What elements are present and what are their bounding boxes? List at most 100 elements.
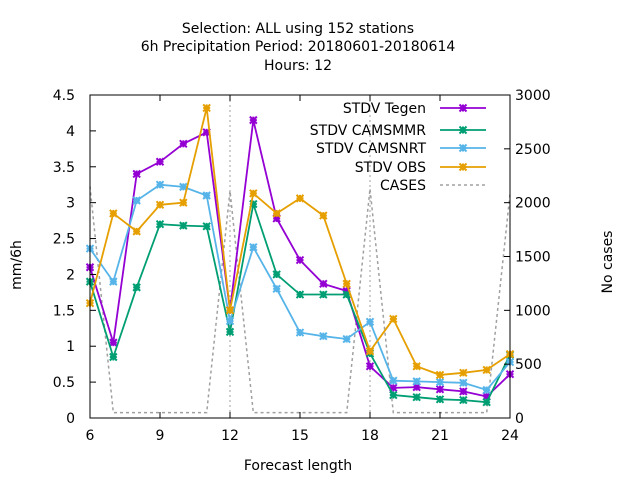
legend-label: STDV CAMSNRT <box>316 141 427 157</box>
y-tick-label: 1 <box>66 339 75 355</box>
y-tick-label: 4.5 <box>53 88 75 104</box>
x-tick-label: 18 <box>361 428 379 444</box>
data-point <box>365 347 375 356</box>
data-point <box>342 334 351 344</box>
data-point <box>365 317 375 327</box>
series-cases <box>89 186 511 414</box>
series-stdv-tegen <box>85 115 515 401</box>
y2-tick-label: 1000 <box>515 303 551 319</box>
series-layer <box>85 103 515 414</box>
title-line-1: Selection: ALL using 152 stations <box>182 21 414 37</box>
series-line <box>89 183 511 392</box>
legend: STDV Tegen STDV CAMSMMR STDV CAMSNRT STDV O… <box>310 101 486 194</box>
data-point <box>459 395 468 405</box>
data-point <box>202 103 211 113</box>
data-point <box>319 279 328 288</box>
y2-tick-label: 2000 <box>515 196 551 212</box>
legend-item: STDV Tegen <box>343 101 486 117</box>
x-tick-label: 9 <box>156 428 165 444</box>
legend-marker <box>458 103 468 113</box>
y-tick-label: 3.5 <box>53 160 75 176</box>
data-point <box>225 316 235 326</box>
y-tick-label: 0.5 <box>53 375 75 391</box>
data-point <box>155 157 165 166</box>
data-point <box>109 338 118 347</box>
data-point <box>225 327 235 337</box>
y-tick-label: 2.5 <box>53 232 75 248</box>
legend-label: CASES <box>380 178 426 194</box>
series-stdv-obs <box>85 103 515 380</box>
data-point <box>459 387 468 396</box>
data-point <box>295 328 305 337</box>
data-point <box>155 180 165 189</box>
data-point <box>132 169 141 179</box>
data-point <box>295 255 305 265</box>
x-tick-label: 24 <box>501 428 519 444</box>
data-point <box>179 182 188 192</box>
y2-tick-label: 1500 <box>515 250 551 266</box>
legend-marker <box>458 125 468 135</box>
data-point <box>412 377 421 386</box>
data-point <box>132 283 141 292</box>
data-point <box>435 395 445 404</box>
legend-label: STDV Tegen <box>343 101 426 117</box>
data-point <box>389 390 398 400</box>
data-point <box>272 270 281 279</box>
series-line <box>89 203 511 404</box>
data-point <box>482 385 491 395</box>
series-line <box>89 186 511 414</box>
axis-ticks: 6 9 12 15 18 21 2400.511.522.533.544.505001000… <box>53 88 551 444</box>
data-point <box>249 242 258 252</box>
y-tick-label: 3 <box>66 196 75 212</box>
data-point <box>459 368 468 377</box>
legend-label: STDV CAMSMMR <box>310 123 426 139</box>
data-point <box>459 378 468 388</box>
data-point <box>272 209 281 218</box>
x-tick-label: 12 <box>221 428 239 444</box>
data-point <box>482 365 491 375</box>
plot-frame <box>89 94 511 419</box>
data-point <box>179 198 188 207</box>
y2-axis-label: No cases <box>600 231 616 294</box>
y2-tick-label: 3000 <box>515 88 551 104</box>
data-point <box>109 352 118 362</box>
chart-title: Selection: ALL using 152 stations 6h Pre… <box>141 21 456 74</box>
data-point <box>225 306 235 315</box>
data-point <box>342 279 351 288</box>
data-point <box>109 277 118 286</box>
y-tick-label: 0 <box>66 411 75 427</box>
data-point <box>389 314 398 324</box>
data-point <box>272 284 281 294</box>
data-point <box>412 362 421 371</box>
data-point <box>249 115 258 125</box>
data-point <box>412 392 421 402</box>
title-line-2: 6h Precipitation Period: 20180601-201806… <box>141 39 456 55</box>
data-point <box>295 290 305 299</box>
data-point <box>132 227 141 236</box>
legend-item: CASES <box>380 178 486 194</box>
x-tick-label: 6 <box>86 428 95 444</box>
x-tick-label: 21 <box>431 428 449 444</box>
data-point <box>202 191 211 200</box>
y-tick-label: 4 <box>66 124 75 140</box>
data-point <box>155 219 165 229</box>
data-point <box>365 362 375 371</box>
legend-marker <box>458 162 468 172</box>
data-point <box>202 222 211 231</box>
data-point <box>319 290 328 299</box>
data-point <box>295 194 305 203</box>
data-point <box>155 200 165 210</box>
data-point <box>109 209 118 218</box>
data-point <box>132 196 141 205</box>
y-tick-label: 2 <box>66 267 75 283</box>
data-point <box>319 331 328 341</box>
data-point <box>435 370 445 380</box>
data-point <box>435 385 445 394</box>
y2-tick-label: 2500 <box>515 142 551 158</box>
legend-item: STDV CAMSNRT <box>316 141 486 157</box>
series-stdv-camsnrt <box>85 180 515 395</box>
y2-tick-label: 0 <box>515 411 524 427</box>
data-point <box>319 211 328 220</box>
data-point <box>179 139 188 149</box>
